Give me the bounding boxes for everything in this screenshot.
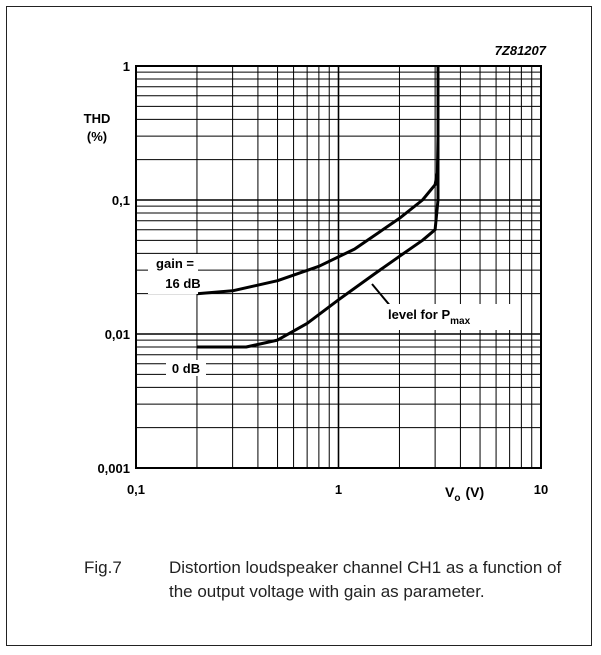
series-line-16db [196,66,440,296]
x-tick-label: 0,1 [127,482,145,497]
series-label-16db-line1: gain = [156,256,194,271]
thd-chart: 0,001 0,01 0,1 1 0,1 1 10 7Z81207 THD (%) Vo (V… [84,43,549,504]
curves [196,66,440,349]
tick-labels: 0,001 0,01 0,1 1 0,1 1 10 [97,59,548,497]
chart-code: 7Z81207 [495,43,547,58]
annotation-level-pmax: level for Pmax [388,307,471,327]
x-tick-label: 1 [335,482,342,497]
x-axis-label-sub: o [454,493,460,504]
caption-text: Distortion loudspeaker channel CH1 as a … [169,558,562,601]
series-line-0db [197,66,440,349]
figure-frame [6,6,592,646]
series-label-bg-0db [166,360,206,376]
y-tick-label: 0,1 [112,193,130,208]
x-axis-label-main: V [445,484,455,500]
series-label-0db: 0 dB [172,361,200,376]
x-tick-label: 10 [534,482,548,497]
x-axis-label-unit: (V) [465,484,484,500]
figure-number: Fig.7 [84,558,122,577]
annotation-text: level for P [388,307,450,322]
y-tick-label: 1 [123,59,130,74]
annotation-sub: max [450,316,470,327]
series-label-16db-line2: 16 dB [165,276,200,291]
y-tick-label: 0,001 [97,461,130,476]
y-tick-label: 0,01 [105,327,130,342]
y-axis-label: THD [84,111,111,126]
y-axis-unit: (%) [87,129,107,144]
plot-border [135,65,542,469]
x-axis-label: Vo (V) [445,484,484,504]
series-label-bg-16db [148,254,198,294]
annotation-bg [384,304,514,330]
